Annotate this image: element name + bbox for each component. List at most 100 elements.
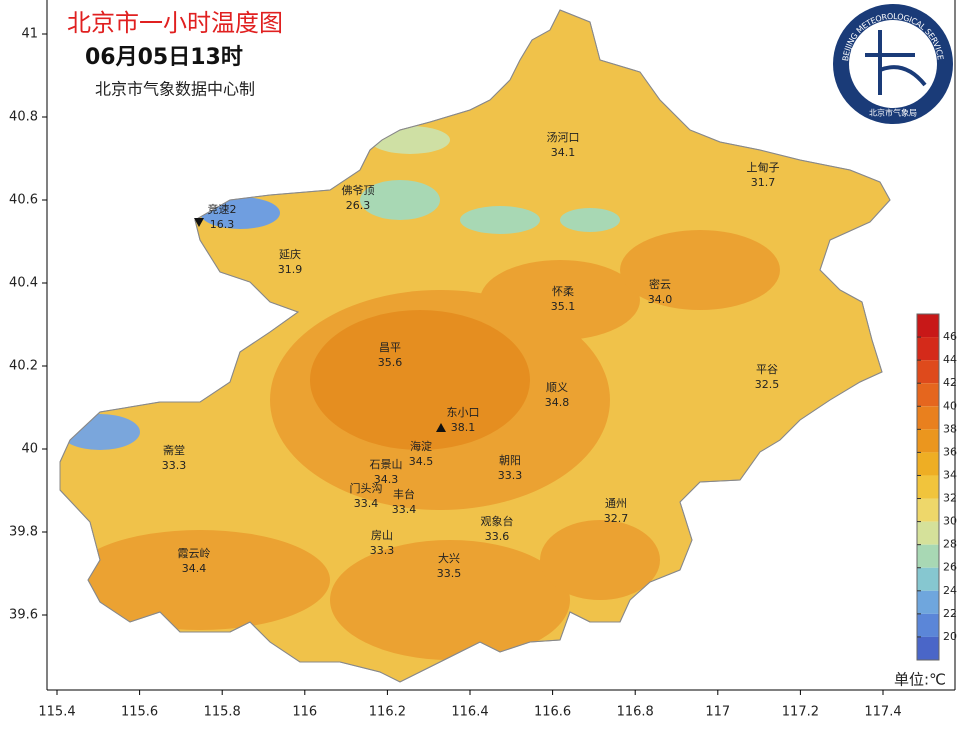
x-tick-label: 116.8 <box>617 705 654 720</box>
logo-text-cn: 北京市气象局 <box>869 108 917 118</box>
station-value: 33.3 <box>370 544 395 557</box>
y-tick-label: 40.4 <box>9 276 38 291</box>
title: 北京市一小时温度图 <box>67 9 283 37</box>
station-value: 33.6 <box>485 530 510 543</box>
legend-label: 42 <box>943 376 957 389</box>
station-name: 石景山 <box>370 458 403 471</box>
station-value: 33.4 <box>392 503 417 516</box>
station-value: 34.8 <box>545 396 570 409</box>
station-name: 门头沟 <box>350 481 383 495</box>
time: 06月05日13时 <box>85 45 243 70</box>
legend-swatch <box>917 567 939 591</box>
station-value: 31.9 <box>278 263 303 276</box>
station-name: 竞速2 <box>208 202 237 216</box>
min-marker <box>194 218 204 227</box>
station-name: 汤河口 <box>547 130 580 144</box>
x-tick-label: 116.2 <box>369 705 406 720</box>
station-name: 上甸子 <box>747 161 780 174</box>
station-name: 斋堂 <box>163 443 185 457</box>
x-tick-label: 116.6 <box>534 705 571 720</box>
logo: BEIJING METEOROLOGICAL SERVICE 北京市气象局 <box>833 4 953 124</box>
station-value: 33.3 <box>162 459 187 472</box>
x-tick-label: 116.4 <box>451 705 488 720</box>
station-name: 顺义 <box>546 381 568 394</box>
x-tick-label: 115.8 <box>204 705 241 720</box>
legend-swatch <box>917 406 939 430</box>
x-tick-label: 117.2 <box>782 705 819 720</box>
legend-label: 32 <box>943 492 957 505</box>
station-value: 26.3 <box>346 199 371 212</box>
station-value: 34.1 <box>551 146 576 159</box>
station-value: 35.1 <box>551 300 576 313</box>
station-value: 38.1 <box>451 421 476 434</box>
legend-swatch <box>917 636 939 660</box>
legend-label: 40 <box>943 399 957 412</box>
station-value: 33.4 <box>354 497 379 510</box>
y-tick-label: 41 <box>21 27 38 42</box>
x-tick-label: 117 <box>705 705 730 720</box>
y-tick-label: 40.8 <box>9 110 38 125</box>
legend-swatch <box>917 613 939 637</box>
station-value: 33.5 <box>437 567 462 580</box>
y-tick-label: 39.6 <box>9 608 38 623</box>
boundary <box>59 9 891 683</box>
x-tick-label: 115.6 <box>121 705 158 720</box>
legend-label: 36 <box>943 445 957 458</box>
legend-swatch <box>917 521 939 545</box>
legend-swatch <box>917 590 939 614</box>
station-name: 房山 <box>371 529 393 542</box>
station-name: 延庆 <box>279 247 301 261</box>
unit-label: 单位:℃ <box>894 671 946 689</box>
legend-swatch <box>917 498 939 522</box>
station-value: 31.7 <box>751 176 776 189</box>
legend-swatch <box>917 544 939 568</box>
legend-label: 22 <box>943 607 957 620</box>
station-name: 大兴 <box>438 551 460 565</box>
y-tick-label: 40 <box>21 442 38 457</box>
legend-swatch <box>917 314 939 338</box>
station-value: 35.6 <box>378 356 403 369</box>
max-marker <box>436 423 446 432</box>
legend-label: 44 <box>943 353 957 366</box>
legend-frame <box>916 313 940 661</box>
legend-swatch <box>917 475 939 499</box>
legend-label: 46 <box>943 330 957 343</box>
station-name: 通州 <box>605 497 627 510</box>
x-tick-label: 115.4 <box>38 705 75 720</box>
station-name: 昌平 <box>379 341 401 354</box>
station-name: 佛爷顶 <box>342 183 375 197</box>
station-name: 怀柔 <box>552 285 574 298</box>
station-name: 朝阳 <box>499 454 521 467</box>
legend-swatch <box>917 383 939 407</box>
station-name: 丰台 <box>393 487 415 501</box>
station-name: 平谷 <box>756 363 778 376</box>
legend-swatch <box>917 360 939 384</box>
station-value: 34.3 <box>374 473 399 486</box>
y-tick-label: 40.2 <box>9 359 38 374</box>
x-tick-label: 116 <box>292 705 317 720</box>
legend-label: 38 <box>943 422 957 435</box>
legend-label: 30 <box>943 515 957 528</box>
legend-label: 24 <box>943 584 957 597</box>
station-name: 霞云岭 <box>178 546 211 560</box>
legend-label: 20 <box>943 630 957 643</box>
station-value: 33.3 <box>498 469 523 482</box>
station-value: 16.3 <box>210 218 235 231</box>
x-tick-label: 117.4 <box>864 705 901 720</box>
y-tick-label: 40.6 <box>9 193 38 208</box>
legend-label: 34 <box>943 468 957 481</box>
station-value: 32.7 <box>604 512 629 525</box>
station-name: 东小口 <box>447 406 480 419</box>
legend-swatch <box>917 337 939 361</box>
legend-label: 26 <box>943 561 957 574</box>
station-value: 34.0 <box>648 293 673 306</box>
station-value: 34.4 <box>182 562 207 575</box>
legend-swatch <box>917 429 939 453</box>
station-value: 32.5 <box>755 378 780 391</box>
legend-label: 28 <box>943 538 957 551</box>
legend-swatch <box>917 452 939 476</box>
y-tick-label: 39.8 <box>9 525 38 540</box>
station-name: 密云 <box>649 277 671 291</box>
station-name: 观象台 <box>481 514 514 528</box>
